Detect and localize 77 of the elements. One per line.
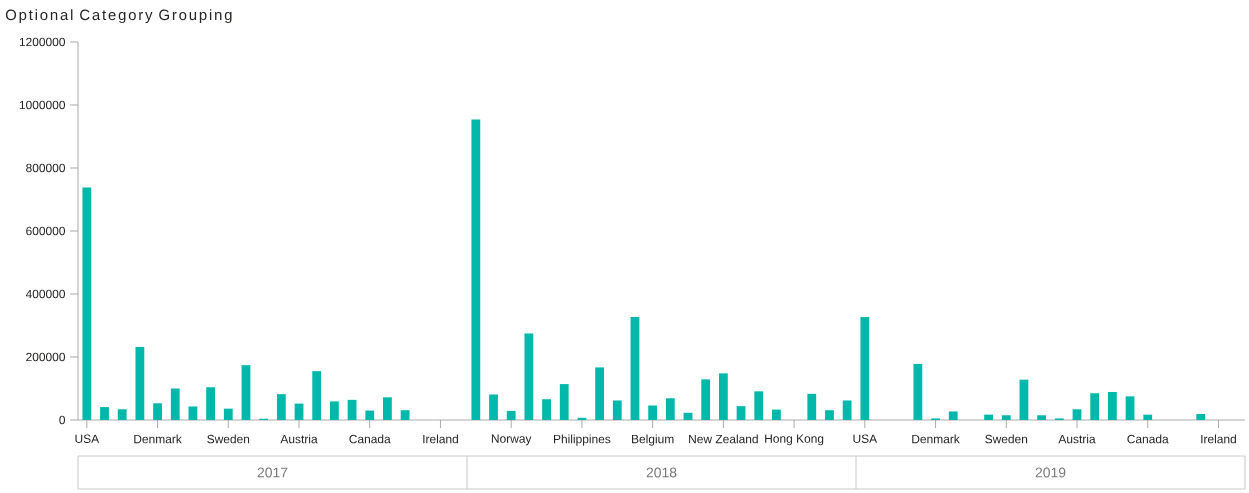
bar [630, 316, 640, 420]
text: 2017 [257, 467, 288, 478]
y-tick-label: 400000 [25, 289, 66, 299]
bar [595, 367, 604, 420]
bar [135, 346, 145, 420]
y-tick-label: 1200000 [19, 37, 66, 47]
text: 2018 [646, 467, 677, 478]
bar [153, 403, 162, 420]
bar [1072, 409, 1082, 420]
bar [648, 405, 658, 420]
x-tick-label: Austria [280, 434, 318, 444]
x-tick-label: Hong Kong [765, 434, 824, 446]
y-tick-label: 600000 [26, 226, 66, 236]
x-tick-label: Denmark [912, 434, 960, 444]
bar [612, 400, 622, 420]
bar [82, 187, 92, 420]
x-tick-label: Sweden [985, 434, 1028, 444]
bar [736, 406, 746, 420]
bar [347, 399, 357, 420]
x-tick-label: Ireland [1201, 434, 1236, 444]
bar [170, 388, 180, 420]
bar [754, 391, 764, 420]
bar [913, 363, 923, 420]
bar [471, 119, 481, 420]
y-tick-label: 800000 [26, 163, 66, 173]
bar [984, 414, 993, 420]
bar [860, 316, 870, 420]
bar [100, 407, 109, 420]
bar [241, 365, 251, 420]
bar [1090, 393, 1100, 420]
x-tick-label: Philippines [553, 434, 611, 446]
bar [489, 394, 498, 420]
x-tick-label: USA [853, 434, 878, 443]
chart-title: Optional Category Grouping [5, 9, 232, 24]
bar [223, 408, 233, 420]
bar [1196, 414, 1206, 420]
bar [506, 410, 516, 420]
bar [524, 333, 534, 420]
bar [1019, 379, 1029, 420]
bar [665, 398, 675, 420]
x-tick-label: Austria [1058, 434, 1096, 444]
bar [807, 393, 817, 420]
x-tick-label: Norway [491, 434, 532, 446]
bar [312, 371, 322, 420]
bar [542, 399, 551, 420]
y-tick-label: 0 [59, 415, 66, 425]
bar [1001, 415, 1011, 420]
bar [842, 400, 852, 420]
bar [1037, 415, 1047, 420]
x-tick-label: Canada [349, 434, 391, 444]
bar [365, 410, 375, 420]
x-tick-label: Denmark [134, 434, 182, 444]
bar [825, 410, 834, 420]
y-tick-label: 200000 [26, 352, 66, 362]
bar [188, 406, 198, 420]
bar [772, 409, 781, 420]
bar [400, 410, 410, 420]
x-tick-label: Ireland [423, 434, 458, 444]
x-tick-label: Belgium [632, 434, 674, 446]
bar [383, 397, 392, 420]
bar [1107, 391, 1117, 420]
bar [276, 394, 286, 420]
x-tick-label: Sweden [207, 434, 250, 444]
bar [117, 409, 127, 420]
text: 2019 [1035, 467, 1066, 478]
bar [1125, 396, 1135, 420]
bar [206, 387, 216, 420]
x-tick-label: New Zealand [689, 434, 758, 444]
y-tick-label: 1000000 [19, 100, 66, 110]
x-tick-label: Canada [1127, 434, 1169, 444]
bar [329, 401, 339, 420]
bar [701, 379, 711, 420]
bar [948, 411, 958, 420]
x-tick-label: USA [75, 434, 100, 443]
bar [718, 373, 728, 420]
bar [1143, 414, 1153, 420]
bar [559, 384, 569, 420]
